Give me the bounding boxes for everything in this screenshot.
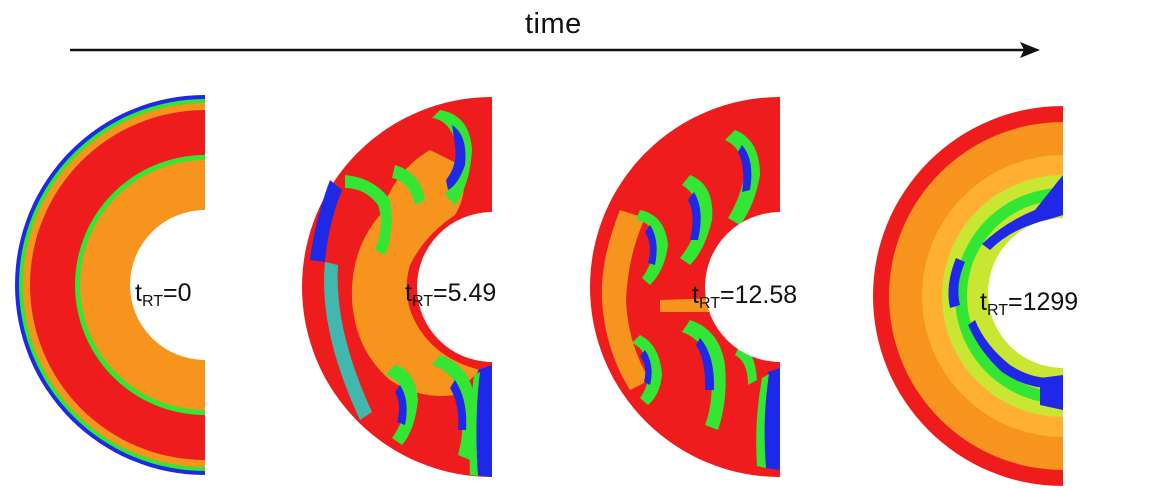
panel-4-time-label: tRT=1299 (980, 288, 1079, 319)
panel-1-half-annulus (15, 95, 208, 475)
time-arrow-head (1020, 42, 1040, 58)
panel-4-half-annulus (873, 106, 1066, 486)
panel-3-time-label: tRT=12.58 (692, 281, 798, 312)
panel-2-time-label: tRT=5.49 (405, 279, 497, 310)
panel-1-time-label: tRT=0 (135, 279, 192, 310)
panel-3-half-annulus (590, 97, 783, 477)
time-axis-label: time (525, 8, 582, 40)
panel-2-half-annulus (302, 97, 495, 477)
